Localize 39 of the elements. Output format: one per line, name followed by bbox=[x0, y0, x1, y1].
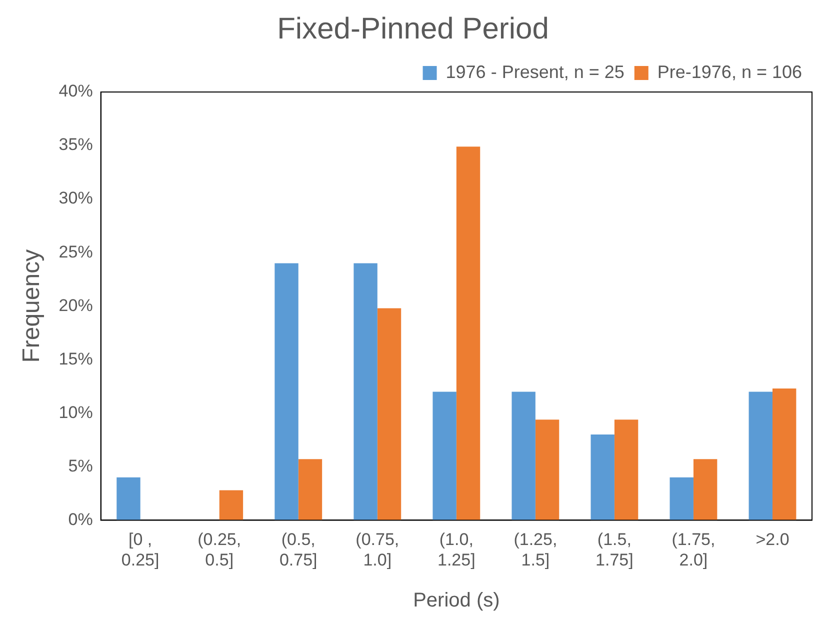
bar bbox=[693, 459, 718, 520]
bar bbox=[614, 420, 638, 520]
legend-label: Pre-1976, n = 106 bbox=[657, 62, 802, 82]
x-tick-label: (0.75, 1.0] bbox=[356, 530, 400, 570]
x-tick-label: >2.0 bbox=[756, 530, 790, 550]
x-tick-label: (1.75, 2.0] bbox=[672, 530, 716, 570]
legend-label: 1976 - Present, n = 25 bbox=[446, 62, 624, 82]
x-axis-title: Period (s) bbox=[413, 590, 500, 612]
bar bbox=[274, 263, 298, 520]
y-tick-label: 0% bbox=[68, 510, 93, 529]
bar bbox=[670, 477, 694, 520]
y-tick-label: 20% bbox=[58, 296, 93, 315]
y-tick-label: 30% bbox=[58, 188, 93, 208]
bar bbox=[456, 146, 480, 520]
x-tick-label: [0 , 0.25] bbox=[121, 530, 160, 570]
bar bbox=[535, 420, 560, 520]
y-tick-label: 40% bbox=[58, 82, 93, 101]
x-tick-label: (0.25, 0.5] bbox=[198, 530, 242, 570]
y-tick-label: 5% bbox=[68, 456, 93, 476]
y-tick-label: 35% bbox=[58, 135, 93, 154]
bar bbox=[354, 263, 378, 520]
x-tick-label: (1.5, 1.75] bbox=[596, 530, 634, 570]
bar bbox=[377, 308, 402, 520]
x-tick-label: (0.5, 0.75] bbox=[279, 530, 318, 570]
chart-title: Fixed-Pinned Period bbox=[277, 12, 549, 46]
y-tick-label: 25% bbox=[58, 242, 93, 262]
bar bbox=[748, 392, 772, 520]
x-tick-label: (1.25, 1.5] bbox=[514, 530, 558, 570]
bar bbox=[512, 392, 536, 520]
y-tick-label: 10% bbox=[58, 402, 93, 422]
bar bbox=[219, 490, 244, 520]
bar bbox=[590, 434, 614, 520]
x-tick-label: (1.0, 1.25] bbox=[438, 530, 476, 570]
y-tick-label: 15% bbox=[58, 349, 93, 368]
bar bbox=[298, 459, 322, 520]
bar bbox=[116, 477, 140, 520]
y-axis-title: Frequency bbox=[18, 249, 46, 363]
bar bbox=[432, 392, 456, 520]
bar bbox=[772, 388, 796, 520]
